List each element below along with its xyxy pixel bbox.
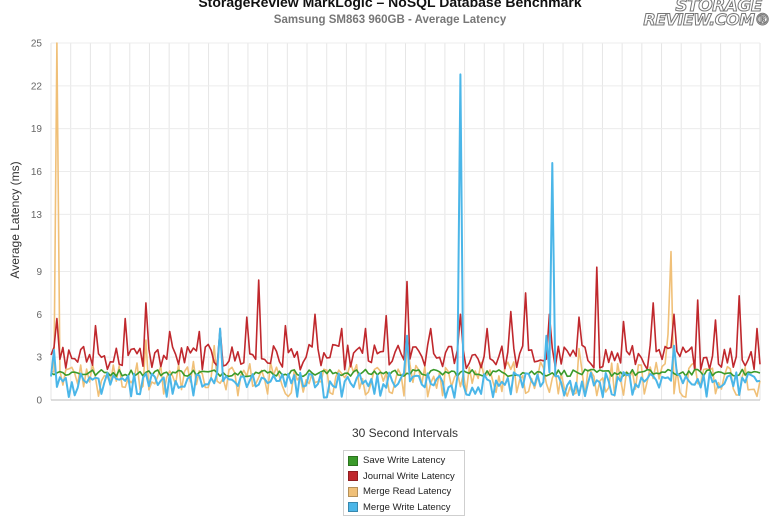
- logo-line-1: STORAGE: [675, 0, 763, 17]
- y-tick-label: 0: [36, 396, 42, 407]
- y-tick-label: 19: [31, 124, 43, 135]
- legend-swatch: [348, 502, 358, 513]
- y-tick-label: 16: [31, 167, 43, 178]
- series-line-merge-write-latency: [50, 73, 761, 399]
- y-tick-label: 22: [31, 81, 43, 92]
- y-tick-label: 25: [31, 39, 43, 50]
- y-tick-label: 6: [36, 310, 42, 321]
- legend-swatch: [348, 486, 358, 497]
- y-tick-label: 9: [36, 267, 42, 278]
- x-axis-title: 30 Second Intervals: [352, 426, 458, 440]
- chart-legend: Save Write Latency Journal Write Latency…: [343, 450, 465, 516]
- y-axis-ticks: 0 3 6 9 13 16 19 22 25: [31, 39, 43, 407]
- legend-label: Save Write Latency: [363, 455, 446, 467]
- legend-label: Merge Write Latency: [363, 501, 451, 513]
- legend-swatch: [348, 471, 358, 482]
- legend-label: Journal Write Latency: [363, 470, 455, 482]
- latency-chart: 0 3 6 9 13 16 19 22 25 Average Latency (ms) 30 S…: [8, 39, 761, 440]
- y-tick-label: 13: [31, 210, 43, 221]
- chart-title: StorageReview MarkLogic – NoSQL Database…: [198, 0, 582, 10]
- legend-item-save-write: Save Write Latency: [348, 453, 464, 469]
- legend-item-journal-write: Journal Write Latency: [348, 469, 464, 485]
- legend-swatch: [348, 455, 358, 466]
- legend-label: Merge Read Latency: [363, 486, 452, 498]
- logo-line-2: REVIEW.COM®: [643, 10, 771, 30]
- y-axis-title: Average Latency (ms): [8, 161, 22, 278]
- legend-item-merge-read: Merge Read Latency: [348, 484, 464, 500]
- legend-item-merge-write: Merge Write Latency: [348, 500, 464, 516]
- y-tick-label: 3: [36, 353, 42, 364]
- storagereview-logo: STORAGE REVIEW.COM®: [643, 0, 771, 32]
- series-line-journal-write-latency: [50, 266, 761, 371]
- chart-subtitle: Samsung SM863 960GB - Average Latency: [273, 14, 507, 26]
- series-line-merge-read-latency: [50, 42, 761, 398]
- chart-series: [50, 42, 761, 399]
